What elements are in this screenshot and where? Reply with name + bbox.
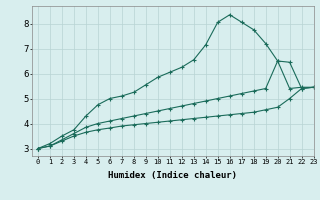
X-axis label: Humidex (Indice chaleur): Humidex (Indice chaleur): [108, 171, 237, 180]
